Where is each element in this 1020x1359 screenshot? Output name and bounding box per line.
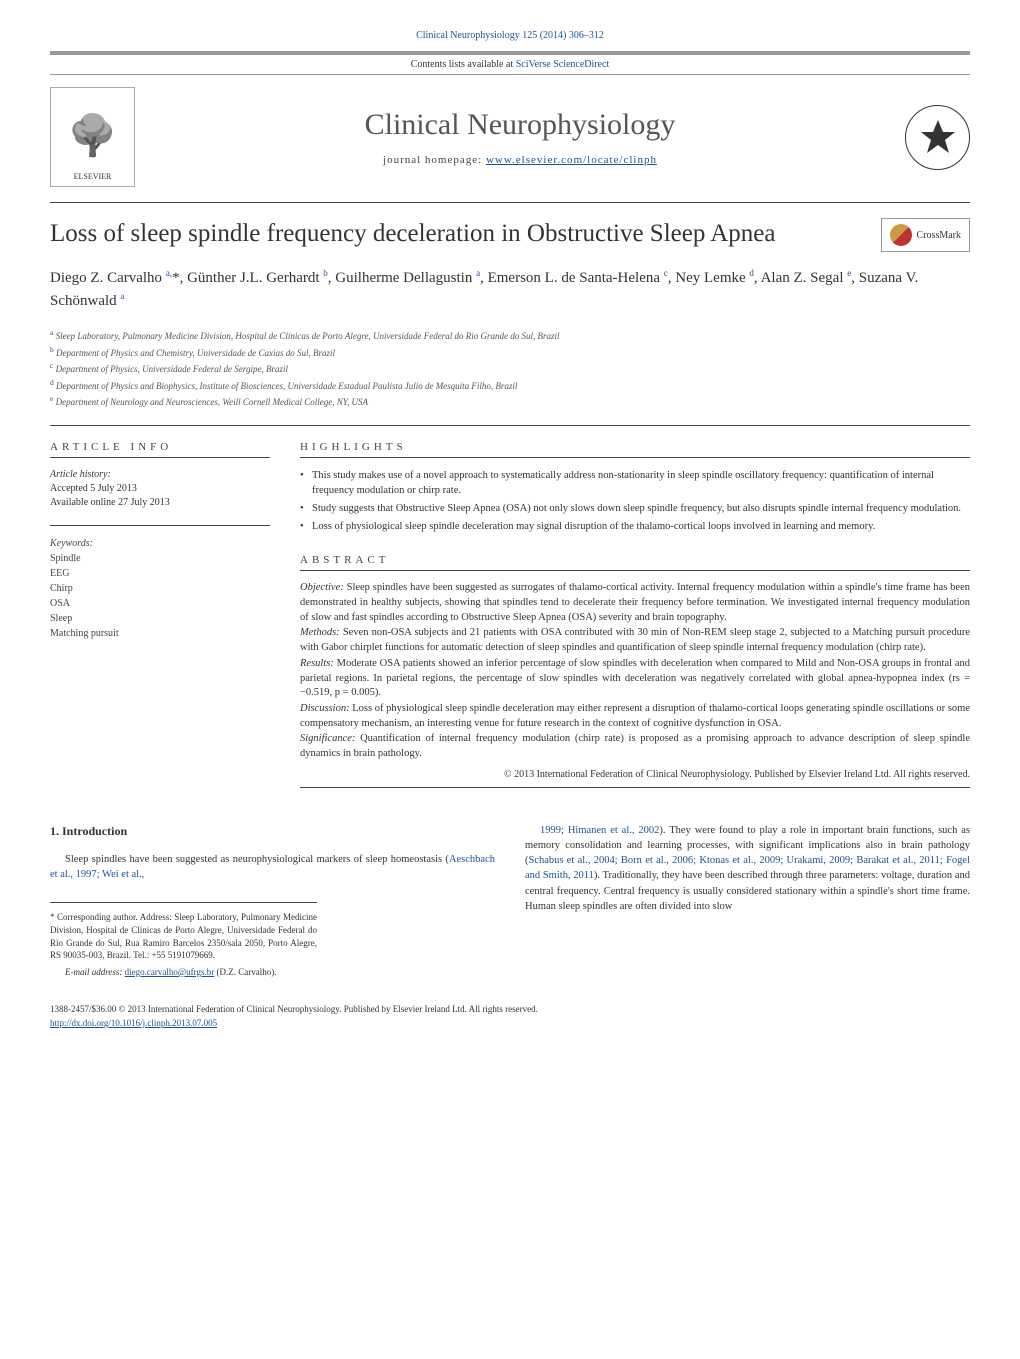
keywords-label: Keywords: xyxy=(50,536,270,551)
crossmark-icon xyxy=(890,224,912,246)
issn-copyright: 1388-2457/$36.00 © 2013 International Fe… xyxy=(50,1003,970,1017)
article-history: Article history: Accepted 5 July 2013 Av… xyxy=(50,468,270,510)
email-link[interactable]: diego.carvalho@ufrgs.br xyxy=(125,967,215,977)
crossmark-badge[interactable]: CrossMark xyxy=(881,218,970,252)
journal-logo-icon xyxy=(905,105,970,170)
journal-title-block: Clinical Neurophysiology journal homepag… xyxy=(135,108,905,166)
history-label: Article history: xyxy=(50,468,270,482)
contents-bar: Contents lists available at SciVerse Sci… xyxy=(50,51,970,75)
copyright-notice: © 2013 International Federation of Clini… xyxy=(300,768,970,781)
highlights-abstract-column: HIGHLIGHTS This study makes use of a nov… xyxy=(300,441,970,798)
intro-heading: 1. Introduction xyxy=(50,823,495,840)
divider xyxy=(50,457,270,458)
email-line: E-mail address: diego.carvalho@ufrgs.br … xyxy=(50,966,317,979)
affiliations-list: a Sleep Laboratory, Pulmonary Medicine D… xyxy=(50,327,970,410)
keyword-item: OSA xyxy=(50,596,270,611)
journal-header-row: ELSEVIER Clinical Neurophysiology journa… xyxy=(50,87,970,203)
homepage-label: journal homepage: xyxy=(383,154,482,166)
doi-link[interactable]: http://dx.doi.org/10.1016/j.clinph.2013.… xyxy=(50,1018,217,1028)
footer-info: 1388-2457/$36.00 © 2013 International Fe… xyxy=(50,1003,970,1030)
article-info-heading: ARTICLE INFO xyxy=(50,441,270,453)
affiliation-item: c Department of Physics, Universidade Fe… xyxy=(50,360,970,377)
affiliation-item: e Department of Neurology and Neuroscien… xyxy=(50,393,970,410)
info-abstract-row: ARTICLE INFO Article history: Accepted 5… xyxy=(50,441,970,798)
article-title: Loss of sleep spindle frequency decelera… xyxy=(50,218,881,249)
abstract-section: Discussion: Loss of physiological sleep … xyxy=(300,702,970,731)
keyword-item: Chirp xyxy=(50,581,270,596)
document-citation-link[interactable]: Clinical Neurophysiology 125 (2014) 306–… xyxy=(50,30,970,41)
divider xyxy=(50,525,270,526)
sciencedirect-link[interactable]: SciVerse ScienceDirect xyxy=(516,59,610,70)
divider xyxy=(300,570,970,571)
corresponding-author-text: * Corresponding author. Address: Sleep L… xyxy=(50,911,317,961)
highlights-list: This study makes use of a novel approach… xyxy=(300,468,970,535)
keywords-block: Keywords: SpindleEEGChirpOSASleepMatchin… xyxy=(50,536,270,641)
highlight-item: Study suggests that Obstructive Sleep Ap… xyxy=(300,501,970,516)
journal-title: Clinical Neurophysiology xyxy=(135,108,905,142)
accepted-date: Accepted 5 July 2013 xyxy=(50,482,270,496)
affiliation-item: d Department of Physics and Biophysics, … xyxy=(50,377,970,394)
introduction-section: 1. Introduction Sleep spindles have been… xyxy=(50,823,970,979)
available-date: Available online 27 July 2013 xyxy=(50,496,270,510)
divider xyxy=(300,787,970,788)
intro-paragraph-1: Sleep spindles have been suggested as ne… xyxy=(50,852,495,882)
divider xyxy=(300,457,970,458)
authors-list: Diego Z. Carvalho a,*, Günther J.L. Gerh… xyxy=(50,267,970,312)
email-suffix: (D.Z. Carvalho). xyxy=(217,967,277,977)
highlight-item: Loss of physiological sleep spindle dece… xyxy=(300,519,970,534)
abstract-section: Significance: Quantification of internal… xyxy=(300,732,970,761)
affiliation-item: b Department of Physics and Chemistry, U… xyxy=(50,344,970,361)
email-label: E-mail address: xyxy=(65,967,122,977)
abstract-section: Results: Moderate OSA patients showed an… xyxy=(300,657,970,701)
keywords-list: SpindleEEGChirpOSASleepMatching pursuit xyxy=(50,551,270,641)
abstract-heading: ABSTRACT xyxy=(300,554,970,566)
affiliation-item: a Sleep Laboratory, Pulmonary Medicine D… xyxy=(50,327,970,344)
intro-paragraph-2: 1999; Himanen et al., 2002). They were f… xyxy=(525,823,970,914)
elsevier-tree-icon xyxy=(68,112,118,172)
keyword-item: EEG xyxy=(50,566,270,581)
keyword-item: Sleep xyxy=(50,611,270,626)
highlight-item: This study makes use of a novel approach… xyxy=(300,468,970,498)
homepage-link[interactable]: www.elsevier.com/locate/clinph xyxy=(486,154,657,166)
keyword-item: Spindle xyxy=(50,551,270,566)
contents-label: Contents lists available at xyxy=(411,59,513,70)
intro-column-right: 1999; Himanen et al., 2002). They were f… xyxy=(525,823,970,979)
crossmark-label: CrossMark xyxy=(917,230,961,241)
article-info-column: ARTICLE INFO Article history: Accepted 5… xyxy=(50,441,270,798)
intro-column-left: 1. Introduction Sleep spindles have been… xyxy=(50,823,495,979)
journal-homepage: journal homepage: www.elsevier.com/locat… xyxy=(135,154,905,166)
divider xyxy=(50,425,970,426)
abstract-section: Objective: Sleep spindles have been sugg… xyxy=(300,581,970,625)
keyword-item: Matching pursuit xyxy=(50,626,270,641)
elsevier-logo: ELSEVIER xyxy=(50,87,135,187)
corresponding-footnote: * Corresponding author. Address: Sleep L… xyxy=(50,902,317,978)
article-header: Loss of sleep spindle frequency decelera… xyxy=(50,218,970,252)
highlights-heading: HIGHLIGHTS xyxy=(300,441,970,453)
abstract-section: Methods: Seven non-OSA subjects and 21 p… xyxy=(300,626,970,655)
publisher-name: ELSEVIER xyxy=(74,172,112,181)
abstract-body: Objective: Sleep spindles have been sugg… xyxy=(300,581,970,761)
